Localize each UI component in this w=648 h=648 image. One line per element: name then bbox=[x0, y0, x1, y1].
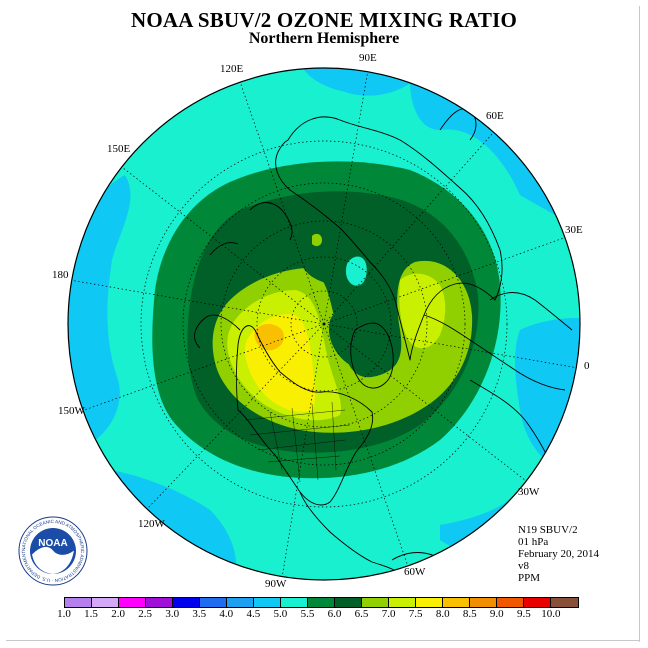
colorbar-swatch bbox=[227, 598, 254, 607]
coast-eurasia bbox=[275, 116, 503, 361]
logo-text: NOAA bbox=[38, 538, 67, 549]
colorbar-tick-label: 1.0 bbox=[57, 608, 71, 620]
colorbar-swatch bbox=[389, 598, 416, 607]
colorbar-tick-label: 7.0 bbox=[381, 608, 396, 620]
lon-label-30e: 30E bbox=[565, 224, 583, 236]
colorbar-swatch bbox=[254, 598, 281, 607]
lon-label-120e: 120E bbox=[220, 63, 244, 75]
colorbar-tick-label: 1.5 bbox=[84, 608, 98, 620]
lime-patch bbox=[312, 233, 322, 247]
coast-europe bbox=[423, 314, 566, 391]
colorbar-labels: 1.0 1.5 2.0 2.5 3.0 3.5 4.0 4.5 5.0 5.5 6.0 6.5 7.0 7… bbox=[0, 608, 648, 622]
colorbar-tick-label: 8.0 bbox=[435, 608, 450, 620]
colorbar-tick-label: 4.0 bbox=[219, 608, 234, 620]
coast-greenland bbox=[350, 322, 394, 389]
map-subtitle: Northern Hemisphere bbox=[248, 30, 400, 47]
colorbar-swatch bbox=[119, 598, 146, 607]
coast-north-america bbox=[236, 325, 374, 506]
colorbar-swatch bbox=[362, 598, 389, 607]
lon-label-180: 180 bbox=[52, 269, 69, 281]
lon-label-90e: 90E bbox=[359, 52, 377, 64]
lon-label-150w: 150W bbox=[58, 405, 85, 417]
band-6-5-right bbox=[399, 273, 446, 349]
lon-label-120w: 120W bbox=[138, 518, 165, 530]
colorbar-swatch bbox=[416, 598, 443, 607]
cyan-patch bbox=[346, 256, 367, 286]
info-satellite: N19 SBUV/2 bbox=[518, 524, 578, 536]
colorbar-tick-label: 10.0 bbox=[541, 608, 561, 620]
colorbar-swatch bbox=[200, 598, 227, 607]
colorbar-tick-label: 6.5 bbox=[354, 608, 369, 620]
colorbar-tick-label: 8.5 bbox=[462, 608, 477, 620]
meridians bbox=[69, 69, 579, 579]
latitude-circles bbox=[140, 140, 508, 508]
colorbar-swatch bbox=[443, 598, 470, 607]
frame-edge-bottom bbox=[6, 640, 640, 641]
lon-label-0: 0 bbox=[584, 360, 590, 372]
info-version: v8 bbox=[518, 560, 529, 572]
colorbar-swatch bbox=[470, 598, 497, 607]
frame-edge-right bbox=[639, 6, 640, 642]
colorbar-swatch bbox=[497, 598, 524, 607]
noaa-logo: NATIONAL OCEANIC AND ATMOSPHERIC ADMINIS… bbox=[18, 516, 88, 586]
colorbar-swatch bbox=[173, 598, 200, 607]
colorbar-tick-label: 2.0 bbox=[111, 608, 125, 620]
coast-central-america bbox=[299, 491, 411, 580]
colorbar-tick-label: 9.5 bbox=[516, 608, 531, 620]
state-lines bbox=[244, 401, 351, 483]
colorbar-swatch bbox=[65, 598, 92, 607]
colorbar-swatch bbox=[281, 598, 308, 607]
lon-label-60w: 60W bbox=[404, 566, 426, 578]
map-boundary bbox=[67, 67, 581, 581]
colorbar-tick-label: 3.5 bbox=[192, 608, 207, 620]
info-units: PPM bbox=[518, 572, 541, 584]
colorbar-swatch bbox=[551, 598, 578, 607]
colorbar-swatch bbox=[146, 598, 173, 607]
coast-siberia bbox=[249, 202, 293, 241]
colorbar bbox=[64, 597, 579, 608]
info-block: N19 SBUV/2 01 hPa February 20, 2014 v8 P… bbox=[518, 524, 599, 584]
info-level: 01 hPa bbox=[518, 536, 549, 548]
coast-japan bbox=[209, 242, 239, 256]
info-date: February 20, 2014 bbox=[518, 548, 599, 560]
colorbar-tick-label: 9.0 bbox=[489, 608, 504, 620]
colorbar-tick-label: 7.5 bbox=[408, 608, 423, 620]
colorbar-swatch bbox=[524, 598, 551, 607]
colorbar-tick-label: 5.0 bbox=[273, 608, 288, 620]
coast-arabia bbox=[489, 292, 573, 331]
colorbar-tick-label: 4.5 bbox=[246, 608, 261, 620]
map-title: NOAA SBUV/2 OZONE MIXING RATIO bbox=[131, 8, 517, 32]
colorbar-swatch bbox=[92, 598, 119, 607]
lon-label-60e: 60E bbox=[486, 110, 504, 122]
colorbar-swatch bbox=[335, 598, 362, 607]
colorbar-tick-label: 6.0 bbox=[327, 608, 342, 620]
colorbar-tick-label: 5.5 bbox=[300, 608, 315, 620]
colorbar-tick-label: 3.0 bbox=[165, 608, 180, 620]
colorbar-swatch bbox=[308, 598, 335, 607]
colorbar-tick-label: 2.5 bbox=[138, 608, 153, 620]
lon-label-90w: 90W bbox=[265, 578, 287, 590]
lon-label-150e: 150E bbox=[107, 143, 131, 155]
lon-label-30w: 30W bbox=[518, 486, 540, 498]
coast-alaska bbox=[194, 314, 241, 349]
